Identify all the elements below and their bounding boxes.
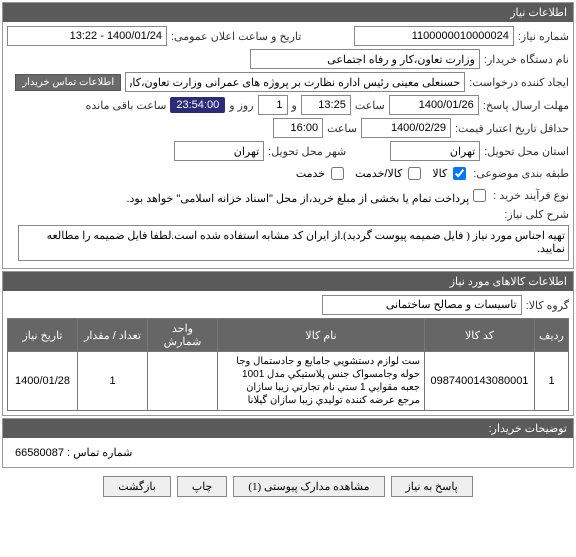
creator-label: ایجاد کننده درخواست: [469, 76, 569, 89]
contact-no: 66580087 [15, 447, 64, 459]
cb-khadamat-wrap[interactable]: خدمت [296, 164, 347, 183]
cb-service[interactable] [408, 167, 421, 180]
province-field [390, 141, 480, 161]
panel-title: اطلاعات نیاز [3, 3, 573, 22]
need-no-label: شماره نیاز: [518, 30, 569, 43]
group-label: گروه کالا: [526, 299, 569, 312]
notes-title: توضیحات خریدار: [3, 419, 573, 438]
reply-button[interactable]: پاسخ به نیاز [391, 476, 473, 497]
th-name: نام کالا [218, 319, 425, 352]
notes-panel: توضیحات خریدار: شماره تماس : 66580087 [2, 418, 574, 468]
contact-no-label: شماره تماس : [67, 447, 132, 459]
deadline-time-field [301, 95, 351, 115]
table-row[interactable]: 1 0987400143080001 ست لوازم دستشويي جاما… [8, 352, 569, 411]
budget-label: طبقه بندی موضوعی: [473, 167, 569, 180]
days-left-field [258, 95, 288, 115]
th-idx: ردیف [535, 319, 569, 352]
validity-date-field [361, 118, 451, 138]
buyer-contact-button[interactable]: اطلاعات تماس خریدار [15, 74, 121, 91]
cb-kala[interactable] [453, 167, 466, 180]
cb-kala-wrap[interactable]: کالا [432, 164, 469, 183]
window-title: اطلاعات نیاز [510, 7, 567, 19]
time-left-suffix: ساعت باقی مانده [86, 99, 167, 112]
category-checkboxes: کالا کالا/خدمت خدمت [296, 164, 469, 183]
desc-textarea: تهیه اجناس مورد نیاز ( فایل ضمیمه پیوست … [18, 225, 569, 261]
th-date: تاریخ نیاز [8, 319, 78, 352]
cell-name: ست لوازم دستشويي جامايع و جادستمال وجا ح… [218, 352, 425, 411]
saat-label-1: ساعت [355, 99, 385, 112]
th-code: کد کالا [425, 319, 535, 352]
rooz-label: روز و [229, 99, 253, 112]
items-title: اطلاعات کالاهای مورد نیاز [3, 272, 573, 291]
buyer-org-field [250, 49, 480, 69]
cb-khadamat[interactable] [331, 167, 344, 180]
cell-code: 0987400143080001 [425, 352, 535, 411]
cb-kala-label: کالا [432, 167, 447, 180]
back-button[interactable]: بازگشت [103, 476, 171, 497]
saat-label-2: ساعت [327, 122, 357, 135]
rd-partial-wrap[interactable]: پرداخت تمام یا بخشی از مبلغ خرید،از محل … [126, 186, 489, 205]
time-left-badge: 23:54:00 [170, 97, 225, 113]
city-label: شهر محل تحویل: [268, 145, 346, 158]
pub-date-label: تاریخ و ساعت اعلان عمومی: [171, 30, 301, 43]
desc-label: شرح کلی نیاز: [504, 208, 569, 221]
province-label: استان محل تحویل: [484, 145, 569, 158]
need-info-panel: اطلاعات نیاز شماره نیاز: تاریخ و ساعت اع… [2, 2, 574, 269]
cb-service-label: کالا/خدمت [355, 167, 402, 180]
cb-khadamat-label: خدمت [296, 167, 325, 180]
cell-unit [148, 352, 218, 411]
process-radios: پرداخت تمام یا بخشی از مبلغ خرید،از محل … [126, 186, 489, 205]
rd-partial[interactable] [473, 189, 486, 202]
cell-idx: 1 [535, 352, 569, 411]
footer-buttons: پاسخ به نیاز مشاهده مدارک پیوستی (1) چاپ… [0, 470, 576, 503]
cell-date: 1400/01/28 [8, 352, 78, 411]
deadline-date-field [389, 95, 479, 115]
deadline-label: مهلت ارسال پاسخ: [483, 99, 569, 112]
process-label: نوع فرآیند خرید : [493, 189, 569, 202]
print-button[interactable]: چاپ [177, 476, 228, 497]
pub-date-field [7, 26, 167, 46]
buyer-org-label: نام دستگاه خریدار: [484, 53, 569, 66]
items-table: ردیف کد کالا نام کالا واحد شمارش تعداد /… [7, 318, 569, 411]
validity-label: حداقل تاریخ اعتبار قیمت: [455, 122, 569, 135]
items-panel: اطلاعات کالاهای مورد نیاز گروه کالا: تاس… [2, 271, 574, 416]
th-qty: تعداد / مقدار [78, 319, 148, 352]
city-field [174, 141, 264, 161]
group-select[interactable]: تاسیسات و مصالح ساختمانی [322, 295, 522, 315]
creator-field [125, 72, 465, 92]
attachments-button[interactable]: مشاهده مدارک پیوستی (1) [233, 476, 384, 497]
cb-service-wrap[interactable]: کالا/خدمت [355, 164, 424, 183]
rd-partial-label: پرداخت تمام یا بخشی از مبلغ خرید،از محل … [126, 193, 469, 205]
need-no-field [354, 26, 514, 46]
cell-qty: 1 [78, 352, 148, 411]
panel-body: شماره نیاز: تاریخ و ساعت اعلان عمومی: نا… [3, 22, 573, 268]
contact-line: شماره تماس : 66580087 [7, 442, 569, 463]
th-unit: واحد شمارش [148, 319, 218, 352]
validity-time-field [273, 118, 323, 138]
va-label: و [292, 99, 297, 112]
